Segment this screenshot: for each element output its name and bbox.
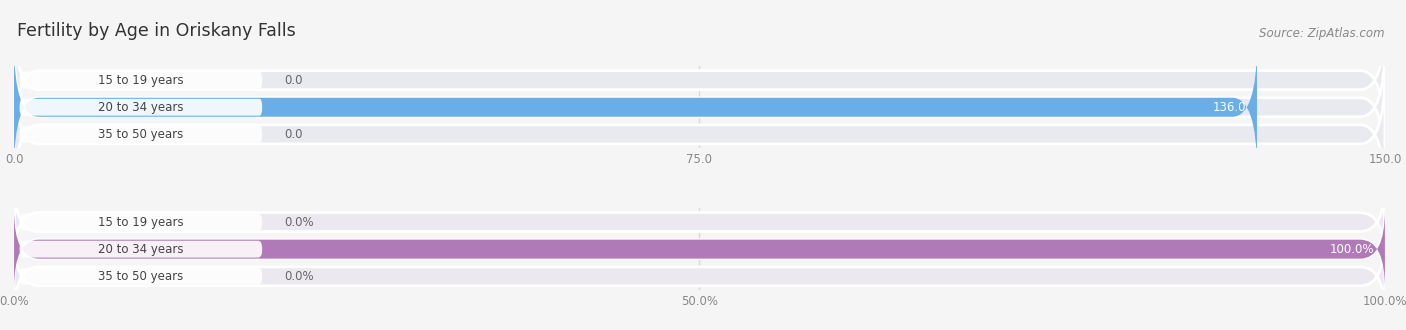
Text: 0.0%: 0.0% — [284, 270, 314, 283]
FancyBboxPatch shape — [20, 126, 262, 143]
FancyBboxPatch shape — [20, 268, 262, 285]
FancyBboxPatch shape — [14, 237, 1385, 315]
FancyBboxPatch shape — [14, 183, 1385, 261]
Text: 136.0: 136.0 — [1212, 101, 1246, 114]
FancyBboxPatch shape — [14, 16, 1385, 144]
Text: 35 to 50 years: 35 to 50 years — [98, 270, 184, 283]
Text: 20 to 34 years: 20 to 34 years — [98, 101, 184, 114]
Text: 100.0%: 100.0% — [1330, 243, 1374, 256]
Text: 15 to 19 years: 15 to 19 years — [98, 74, 184, 86]
FancyBboxPatch shape — [14, 210, 1385, 288]
FancyBboxPatch shape — [14, 210, 1385, 288]
FancyBboxPatch shape — [14, 44, 1385, 171]
Text: 0.0: 0.0 — [284, 128, 302, 141]
Text: Fertility by Age in Oriskany Falls: Fertility by Age in Oriskany Falls — [17, 21, 295, 40]
Text: 20 to 34 years: 20 to 34 years — [98, 243, 184, 256]
FancyBboxPatch shape — [20, 72, 262, 88]
FancyBboxPatch shape — [20, 99, 262, 116]
FancyBboxPatch shape — [14, 71, 1385, 198]
FancyBboxPatch shape — [20, 241, 262, 257]
Text: Source: ZipAtlas.com: Source: ZipAtlas.com — [1260, 27, 1385, 40]
FancyBboxPatch shape — [20, 214, 262, 230]
Text: 0.0%: 0.0% — [284, 215, 314, 228]
FancyBboxPatch shape — [14, 44, 1257, 171]
Text: 0.0: 0.0 — [284, 74, 302, 86]
Text: 15 to 19 years: 15 to 19 years — [98, 215, 184, 228]
Text: 35 to 50 years: 35 to 50 years — [98, 128, 184, 141]
